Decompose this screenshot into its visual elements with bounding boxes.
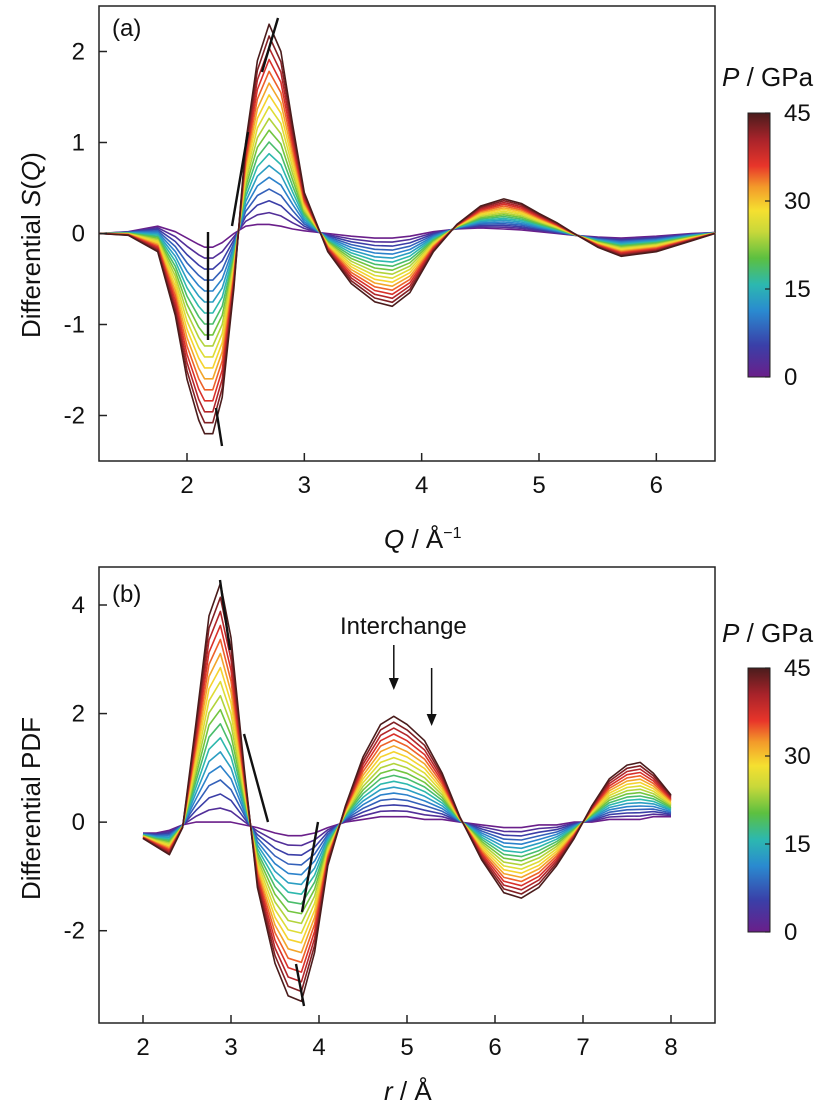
- x-axis-title-b: r / Å: [384, 1076, 432, 1106]
- shift-marker: [214, 407, 224, 447]
- colorbar-tick-label: 30: [784, 743, 811, 770]
- x-tick-label: 4: [415, 472, 428, 499]
- y-axis-b: -2 0 2 4: [64, 592, 107, 945]
- series-line-45.0gpa: [98, 23, 716, 435]
- colorbar-tick-label: 0: [784, 364, 797, 391]
- colorbar-tick-label: 45: [784, 655, 811, 682]
- series-group-a: [98, 23, 716, 435]
- x-tick-label: 5: [532, 472, 545, 499]
- colorbar-gradient: [747, 112, 771, 378]
- interchange-annotation: Interchange: [340, 613, 467, 726]
- marker-lines-b: [218, 579, 320, 1007]
- shift-marker: [230, 131, 250, 227]
- shift-marker: [242, 733, 270, 823]
- series-line-39.7gpa: [142, 610, 672, 983]
- series-line-13.2gpa: [142, 751, 672, 886]
- shift-marker: [294, 963, 306, 1007]
- y-axis-title-b: Differential PDF: [16, 717, 46, 900]
- x-tick-label: 2: [136, 1034, 149, 1061]
- marker-lines-a: [206, 17, 280, 447]
- panel-label-a: (a): [112, 15, 141, 42]
- y-tick-label: -2: [64, 403, 85, 430]
- panel-label-b: (b): [112, 581, 141, 608]
- x-tick-label: 6: [488, 1034, 501, 1061]
- interchange-label: Interchange: [340, 613, 467, 640]
- series-line-31.8gpa: [98, 82, 716, 380]
- colorbar-title: P / GPa: [722, 618, 814, 648]
- colorbar-title: P / GPa: [722, 62, 814, 92]
- annotation-arrowhead: [388, 678, 399, 690]
- y-tick-label: 2: [72, 701, 85, 728]
- y-tick-label: 1: [72, 130, 85, 157]
- series-line-42.4gpa: [98, 35, 716, 424]
- series-line-45.0gpa: [142, 582, 672, 1003]
- y-tick-label: -1: [64, 312, 85, 339]
- series-line-29.1gpa: [98, 94, 716, 369]
- series-line-18.5gpa: [98, 141, 716, 325]
- series-group-b: [142, 582, 672, 1003]
- annotation-arrowhead: [426, 714, 437, 726]
- series-line-15.9gpa: [98, 152, 716, 314]
- y-tick-label: 4: [72, 592, 85, 619]
- colorbar-tick-label: 30: [784, 188, 811, 215]
- y-tick-label: -2: [64, 918, 85, 945]
- y-tick-label: 2: [72, 39, 85, 66]
- shift-marker: [218, 579, 232, 651]
- series-line-7.9gpa: [98, 188, 716, 281]
- colorbar-a: P / GPa 0 15 30 45: [722, 62, 814, 391]
- x-tick-label: 6: [650, 472, 663, 499]
- x-axis-title-a: Q / Å−1: [384, 524, 462, 554]
- series-line-26.5gpa: [98, 105, 716, 358]
- x-tick-label: 7: [576, 1034, 589, 1061]
- colorbar-tick-label: 15: [784, 276, 811, 303]
- x-tick-label: 3: [298, 472, 311, 499]
- colorbar-tick-label: 0: [784, 919, 797, 946]
- shift-marker: [260, 17, 280, 73]
- colorbar-gradient: [747, 667, 771, 933]
- x-tick-label: 5: [400, 1034, 413, 1061]
- x-tick-label: 4: [312, 1034, 325, 1061]
- y-tick-label: 0: [72, 809, 85, 836]
- series-line-5.3gpa: [142, 793, 672, 856]
- series-line-5.3gpa: [98, 200, 716, 270]
- series-line-37.1gpa: [142, 624, 672, 973]
- colorbar-tick-label: 15: [784, 831, 811, 858]
- x-tick-label: 2: [180, 472, 193, 499]
- x-axis-b: 2 3 4 5 6 7 8: [136, 1015, 678, 1061]
- colorbar-b: P / GPa 0 15 30 45: [722, 618, 814, 946]
- shift-marker: [300, 821, 320, 913]
- x-tick-label: 3: [224, 1034, 237, 1061]
- y-axis-title-a: Differential S(Q): [16, 152, 46, 338]
- colorbar-tick-label: 45: [784, 100, 811, 127]
- y-tick-label: 0: [72, 221, 85, 248]
- x-tick-label: 8: [664, 1034, 677, 1061]
- x-axis-a: 2 3 4 5 6: [180, 453, 663, 499]
- y-axis-a: -2 -1 0 1 2: [64, 39, 107, 430]
